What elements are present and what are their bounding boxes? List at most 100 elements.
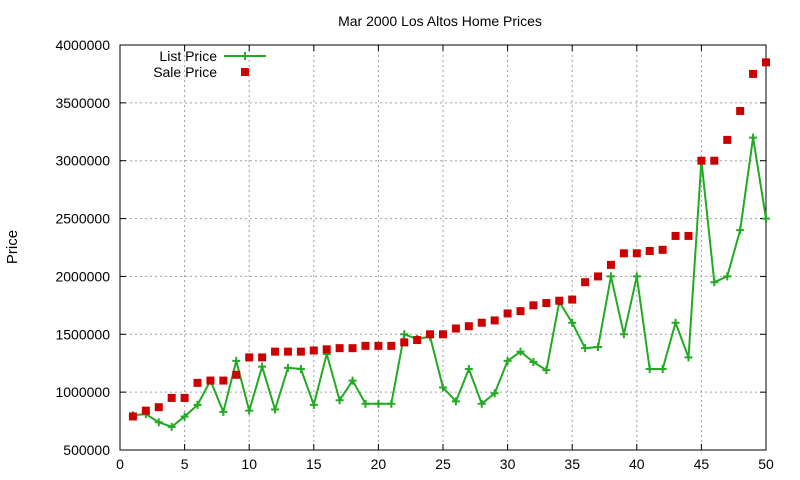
list-price-point xyxy=(180,412,189,421)
x-tick-label: 45 xyxy=(694,456,710,472)
y-tick-label: 3500000 xyxy=(55,95,110,111)
sale-price-point xyxy=(723,135,732,144)
x-tick-label: 30 xyxy=(500,456,516,472)
list-price-point xyxy=(490,389,499,398)
y-tick-label: 2500000 xyxy=(55,211,110,227)
sale-price-point xyxy=(464,322,473,331)
x-tick-label: 15 xyxy=(306,456,322,472)
chart-title: Mar 2000 Los Altos Home Prices xyxy=(338,13,542,29)
sale-price-point xyxy=(594,272,603,281)
x-tick-label: 40 xyxy=(629,456,645,472)
list-price-point xyxy=(594,343,603,352)
sale-price-point xyxy=(232,370,241,379)
y-tick-label: 1500000 xyxy=(55,326,110,342)
y-tick-label: 4000000 xyxy=(55,37,110,53)
sale-price-point xyxy=(180,393,189,402)
sale-price-point xyxy=(606,260,615,269)
sale-price-point xyxy=(219,376,228,385)
list-price-point xyxy=(749,133,758,142)
x-tick-label: 10 xyxy=(241,456,257,472)
legend-label: Sale Price xyxy=(153,64,217,80)
x-tick-label: 0 xyxy=(116,456,124,472)
y-tick-label: 1000000 xyxy=(55,384,110,400)
sale-price-point xyxy=(619,249,628,258)
list-price-point xyxy=(309,400,318,409)
sale-price-point xyxy=(710,156,719,165)
axis-ticks: 0 5 10 15 20 25 30 35 40 45 50 500000 1000000 1500000… xyxy=(55,37,774,472)
list-price-point xyxy=(348,376,357,385)
list-price-point xyxy=(645,365,654,373)
list-price-point xyxy=(335,396,344,405)
list-price-point xyxy=(684,353,693,362)
plot-area-frame xyxy=(119,44,767,451)
sale-price-point xyxy=(451,324,460,333)
list-price-point xyxy=(568,318,577,327)
list-price-point xyxy=(167,422,176,431)
sale-price-point xyxy=(736,106,745,115)
list-price-point xyxy=(154,418,163,427)
x-tick-label: 35 xyxy=(564,456,580,472)
sale-price-point xyxy=(335,344,344,353)
sale-price-point xyxy=(374,341,383,350)
sale-price-point xyxy=(309,346,318,355)
list-price-point xyxy=(439,383,447,392)
sale-price-point xyxy=(167,393,176,402)
sale-price-point xyxy=(439,330,447,339)
list-price-point xyxy=(516,347,525,356)
list-price-point xyxy=(464,365,473,373)
sale-price-point xyxy=(503,309,512,318)
x-tick-label: 25 xyxy=(435,456,451,472)
list-price-point xyxy=(503,356,512,365)
list-price-point xyxy=(387,399,396,408)
list-price-point xyxy=(296,365,305,373)
x-tick-label: 50 xyxy=(758,456,774,472)
list-price-point xyxy=(232,356,241,365)
sale-price-point xyxy=(658,245,667,254)
sale-price-point xyxy=(426,330,435,339)
sale-price-point xyxy=(568,295,577,304)
series-0 xyxy=(128,133,770,431)
legend-marker xyxy=(241,52,249,60)
list-price-line xyxy=(132,137,767,428)
list-price-point xyxy=(258,362,267,371)
data-series xyxy=(128,58,770,431)
sale-price-point xyxy=(361,341,370,350)
sale-price-point xyxy=(684,231,693,240)
list-price-point xyxy=(477,399,486,408)
list-price-point xyxy=(632,272,641,281)
sale-price-point xyxy=(749,69,758,78)
list-price-point xyxy=(658,365,667,373)
list-price-point xyxy=(606,272,615,281)
x-tick-label: 20 xyxy=(371,456,387,472)
list-price-point xyxy=(283,363,292,372)
sale-price-point xyxy=(581,278,590,287)
legend-label: List Price xyxy=(159,48,217,64)
sale-price-point xyxy=(283,347,292,356)
sale-price-point xyxy=(400,338,409,347)
y-tick-label: 2000000 xyxy=(55,268,110,284)
sale-price-point xyxy=(477,318,486,327)
sale-price-point xyxy=(671,231,680,240)
list-price-point xyxy=(451,397,460,406)
list-price-point xyxy=(245,406,254,415)
y-tick-label: 500000 xyxy=(63,442,110,458)
y-axis-label: Price xyxy=(4,230,21,264)
sale-price-point xyxy=(542,299,551,308)
sale-price-point xyxy=(258,353,267,362)
sale-price-point xyxy=(632,249,641,258)
sale-price-point xyxy=(490,316,499,325)
series-1 xyxy=(128,58,770,421)
sale-price-point xyxy=(387,341,396,350)
list-price-point xyxy=(193,400,202,409)
list-price-point xyxy=(529,358,538,367)
sale-price-point xyxy=(206,376,215,385)
sale-price-point xyxy=(128,412,137,421)
sale-price-point xyxy=(645,246,654,255)
sale-price-point xyxy=(141,406,150,415)
sale-price-point xyxy=(555,296,564,305)
list-price-point xyxy=(581,344,590,353)
list-price-point xyxy=(619,330,628,339)
y-tick-label: 3000000 xyxy=(55,153,110,169)
legend-marker xyxy=(241,68,249,76)
